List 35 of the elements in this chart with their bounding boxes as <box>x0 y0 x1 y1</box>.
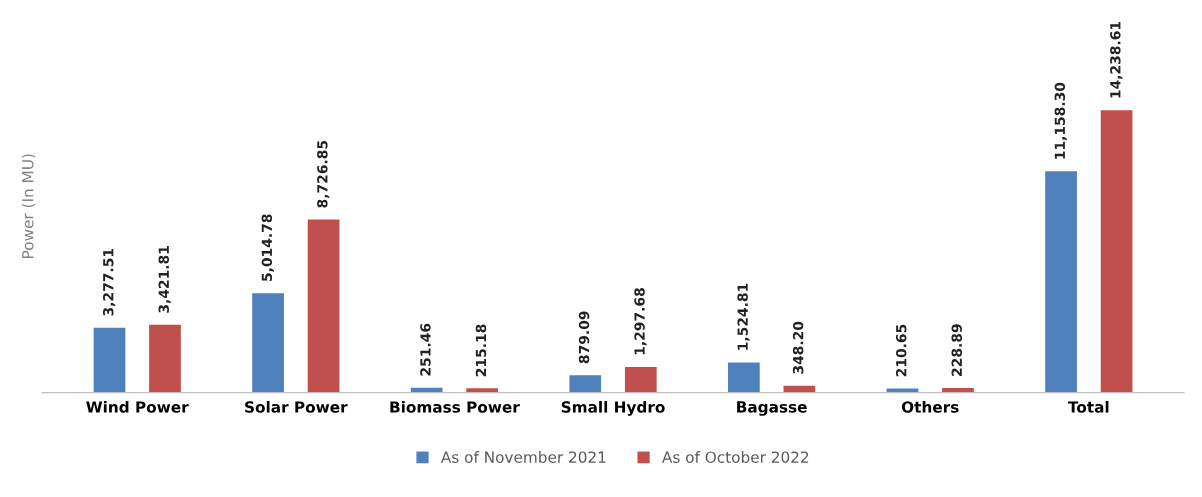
x-tick-label: Wind Power <box>86 400 189 413</box>
x-tick-label: Others <box>901 400 959 413</box>
data-label: 251.46 <box>420 323 431 376</box>
data-label: 3,277.51 <box>103 248 116 316</box>
y-axis-title: Power (In MU) <box>21 154 36 258</box>
bar <box>1045 171 1077 393</box>
legend-label: As of November 2021 <box>440 451 606 463</box>
bar <box>93 327 126 393</box>
data-label: 1,524.81 <box>737 283 750 350</box>
bar <box>728 362 760 393</box>
bar <box>307 219 340 393</box>
bar <box>252 293 284 393</box>
x-tick-label: Bagasse <box>737 401 807 416</box>
data-label: 210.65 <box>895 324 907 377</box>
data-label: 1,297.68 <box>634 288 647 355</box>
bar <box>886 388 919 393</box>
data-label: 14,238.61 <box>1110 21 1123 98</box>
bar <box>624 366 657 393</box>
data-label: 228.89 <box>951 324 962 376</box>
bar <box>569 375 602 393</box>
data-label: 879.09 <box>578 311 590 364</box>
x-tick-label: Small Hydro <box>561 400 665 416</box>
x-tick-label: Biomass Power <box>390 400 520 413</box>
legend-label: As of October 2022 <box>662 451 809 463</box>
data-label: 8,726.85 <box>317 140 330 208</box>
bar <box>149 324 181 393</box>
data-label: 348.20 <box>792 321 804 374</box>
bar <box>1100 110 1133 393</box>
data-label: 11,158.30 <box>1054 82 1067 159</box>
x-tick-label: Solar Power <box>245 400 348 413</box>
bar <box>466 388 499 393</box>
data-label: 3,421.81 <box>158 246 171 313</box>
data-label: 215.18 <box>475 324 487 377</box>
data-label: 5,014.78 <box>261 214 274 281</box>
x-tick-label: Total <box>1068 400 1109 413</box>
